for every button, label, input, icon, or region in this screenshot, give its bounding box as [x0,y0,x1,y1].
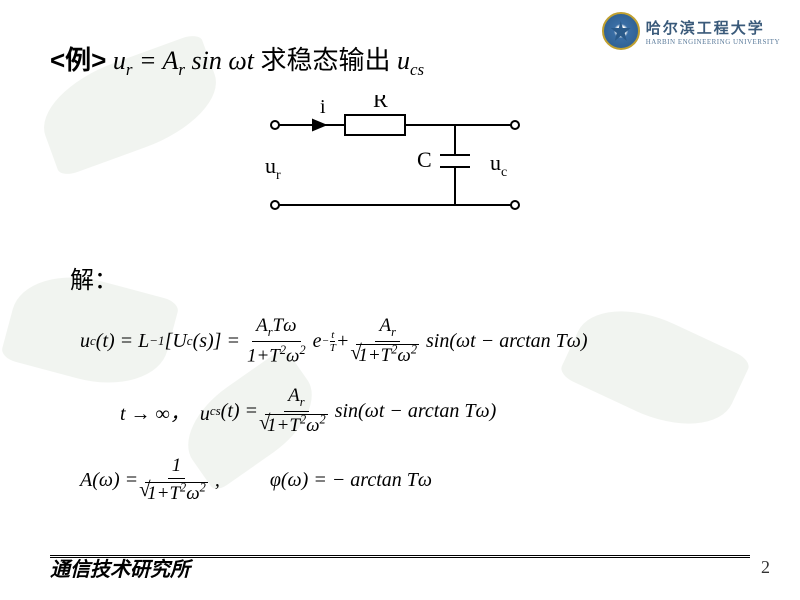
example-title: <例> ur = Ar sin ωt 求稳态输出 ucs [50,40,750,80]
slide-content: <例> ur = Ar sin ωt 求稳态输出 ucs [0,0,800,563]
equation-1: uc(t) = L−1[Uc(s)] = ArTω 1+T2ω2 e−tT + … [80,315,750,367]
circuit-i-label: i [320,96,326,118]
circuit-ur-label: ur [265,153,281,183]
equation-3: A(ω) = 1 1+T2ω2 , φ(ω) = − arctan Tω [80,455,750,504]
equation-2: t → ∞， ucs(t) = Ar 1+T2ω2 sin(ωt − arcta… [120,385,750,437]
example-prefix: <例> [50,45,106,75]
solution-label: 解： [70,260,750,295]
circuit-c-label: C [417,147,432,172]
circuit-uc-label: uc [490,150,507,180]
circuit-diagram: i R ur C uc [50,95,750,240]
circuit-r-label: R [373,95,388,112]
title-mid-cn: 求稳态输出 [260,46,397,75]
